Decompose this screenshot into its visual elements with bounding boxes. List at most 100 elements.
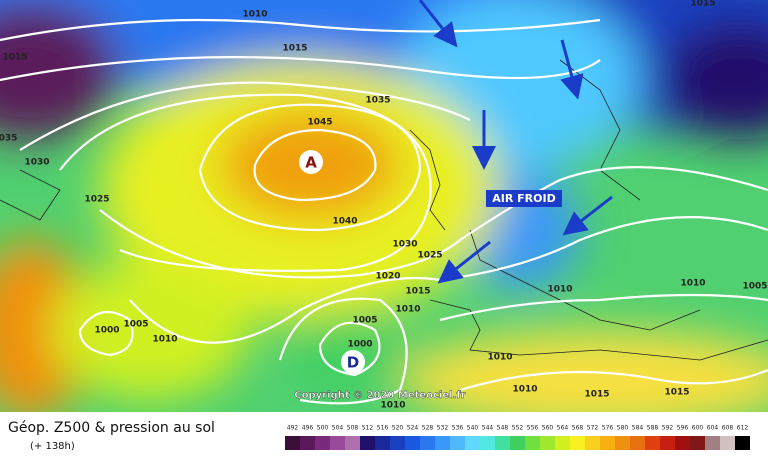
scale-swatch <box>660 436 675 450</box>
isobar-label: 1015 <box>2 53 27 63</box>
map: A D AIR FROID Copyright © 2020 Meteociel… <box>0 0 768 412</box>
isobar-label: 1010 <box>512 385 537 395</box>
scale-label: 552 <box>512 425 524 432</box>
scale-swatch <box>600 436 615 450</box>
scale-label: 600 <box>692 425 704 432</box>
scale-swatch <box>510 436 525 450</box>
scale-swatch <box>675 436 690 450</box>
scale-swatch <box>450 436 465 450</box>
high-marker <box>299 150 323 174</box>
scale-swatch <box>480 436 495 450</box>
isobar-label: 1010 <box>380 401 405 411</box>
isobar-label: 1035 <box>365 96 390 106</box>
isobar-label: 1005 <box>352 316 377 326</box>
isobar-label: 1000 <box>347 340 372 350</box>
scale-label: 588 <box>647 425 659 432</box>
scale-label: 592 <box>662 425 674 432</box>
scale-label: 500 <box>317 425 329 432</box>
scale-swatch <box>705 436 720 450</box>
isobar-labels: 1010101510151035104503510301025104010301… <box>0 0 768 411</box>
isobar-label: 1030 <box>392 240 417 250</box>
scale-label: 572 <box>587 425 599 432</box>
scale-swatch <box>540 436 555 450</box>
scale-swatch <box>585 436 600 450</box>
scale-swatch <box>495 436 510 450</box>
annotation-box <box>486 190 562 207</box>
scale-label: 496 <box>302 425 314 432</box>
scale-label: 576 <box>602 425 614 432</box>
isobar-label: 1005 <box>123 320 148 330</box>
scale-label: 524 <box>407 425 419 432</box>
isobar-label: 1010 <box>152 335 177 345</box>
isobar-label: 1010 <box>680 279 705 289</box>
scale-label: 556 <box>527 425 539 432</box>
title: Géop. Z500 & pression au sol <box>8 420 215 436</box>
high-label: A <box>305 154 317 172</box>
scale-swatch <box>330 436 345 450</box>
scale-label: 604 <box>707 425 719 432</box>
subtitle: (+ 138h) <box>30 441 75 452</box>
scale-swatch <box>285 436 300 450</box>
isobar-label: 1025 <box>84 195 109 205</box>
scale-label: 544 <box>482 425 494 432</box>
scale-swatch <box>630 436 645 450</box>
scale-swatch <box>570 436 585 450</box>
scale-label: 508 <box>347 425 359 432</box>
scale-label: 492 <box>287 425 299 432</box>
isobar-label: 1015 <box>664 388 689 398</box>
scale-swatch <box>465 436 480 450</box>
annotation: AIR FROID <box>492 192 555 205</box>
scale-label: 536 <box>452 425 464 432</box>
isobar-label: 1010 <box>547 285 572 295</box>
isobar-label: 1020 <box>375 272 400 282</box>
scale-label: 612 <box>737 425 749 432</box>
low-marker <box>341 350 365 374</box>
scale-label: 540 <box>467 425 479 432</box>
scale-label: 512 <box>362 425 374 432</box>
scale-swatch <box>405 436 420 450</box>
isobar-label: 1010 <box>395 305 420 315</box>
copyright: Copyright © 2020 Meteociel.fr <box>294 390 465 401</box>
scale-swatch <box>360 436 375 450</box>
isobar-label: 1015 <box>584 390 609 400</box>
scale-label: 564 <box>557 425 569 432</box>
scale-swatch <box>420 436 435 450</box>
isobar-label: 1005 <box>742 282 767 292</box>
scale-label: 532 <box>437 425 449 432</box>
isobar-label: 1030 <box>24 158 49 168</box>
scale-swatch <box>525 436 540 450</box>
isobar-label: 1045 <box>307 118 332 128</box>
scale-label: 568 <box>572 425 584 432</box>
scale-label: 528 <box>422 425 434 432</box>
isobar-label: 1040 <box>332 217 357 227</box>
scale-swatch <box>315 436 330 450</box>
isobar-label: 035 <box>0 134 17 144</box>
scale-swatch <box>555 436 570 450</box>
isobar-label: 1015 <box>282 44 307 54</box>
scale-label: 596 <box>677 425 689 432</box>
scale-swatch <box>300 436 315 450</box>
scale-label: 608 <box>722 425 734 432</box>
scale-swatch <box>375 436 390 450</box>
scale-label: 548 <box>497 425 509 432</box>
scale-swatch <box>615 436 630 450</box>
isobar-label: 1010 <box>242 10 267 20</box>
scale-swatch <box>735 436 750 450</box>
scale-label: 516 <box>377 425 389 432</box>
scale-label: 584 <box>632 425 644 432</box>
isobar-label: 1015 <box>690 0 715 9</box>
isobar-label: 1000 <box>94 326 119 336</box>
scale-swatch <box>435 436 450 450</box>
scale-swatch <box>345 436 360 450</box>
scale-swatch <box>720 436 735 450</box>
scale-label: 504 <box>332 425 344 432</box>
scale-swatch <box>690 436 705 450</box>
scale-label: 580 <box>617 425 629 432</box>
low-label: D <box>347 354 359 372</box>
isobar-label: 1010 <box>487 353 512 363</box>
isobar-label: 1025 <box>417 251 442 261</box>
isobar-label: 1015 <box>405 287 430 297</box>
scale-swatch <box>390 436 405 450</box>
scale-label: 520 <box>392 425 404 432</box>
